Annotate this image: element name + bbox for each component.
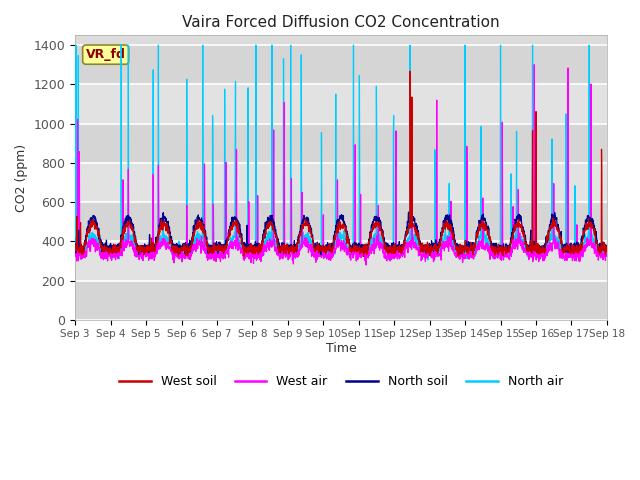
Bar bbox=[75, 45, 607, 84]
Bar bbox=[75, 84, 607, 124]
Bar bbox=[75, 280, 607, 320]
Y-axis label: CO2 (ppm): CO2 (ppm) bbox=[15, 144, 28, 212]
Title: Vaira Forced Diffusion CO2 Concentration: Vaira Forced Diffusion CO2 Concentration bbox=[182, 15, 500, 30]
Bar bbox=[75, 163, 607, 202]
Bar bbox=[75, 124, 607, 163]
Bar bbox=[75, 202, 607, 241]
X-axis label: Time: Time bbox=[326, 342, 356, 355]
Bar bbox=[75, 241, 607, 280]
Text: VR_fd: VR_fd bbox=[86, 48, 125, 61]
Legend: West soil, West air, North soil, North air: West soil, West air, North soil, North a… bbox=[115, 370, 568, 393]
